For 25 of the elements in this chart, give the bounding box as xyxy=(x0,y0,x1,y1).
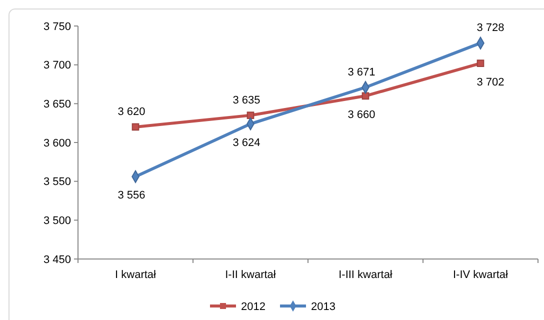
data-label: 3 660 xyxy=(348,108,376,121)
legend-label: 2013 xyxy=(311,300,336,313)
y-tick-label: 3 500 xyxy=(43,215,71,228)
point xyxy=(476,60,484,67)
y-tick-label: 3 600 xyxy=(43,137,71,150)
data-label: 3 620 xyxy=(118,106,146,118)
x-tick-label: I-III kwartał xyxy=(338,269,393,281)
y-tick-label: 3 550 xyxy=(43,176,71,188)
data-label: 3 728 xyxy=(476,22,504,34)
data-label: 3 624 xyxy=(232,136,260,149)
data-label: 3 635 xyxy=(232,94,260,106)
data-label: 3 556 xyxy=(118,190,146,202)
x-tick-label: I-II kwartał xyxy=(225,269,276,281)
y-tick-label: 3 650 xyxy=(43,98,71,111)
point xyxy=(246,112,254,119)
legend-label: 2012 xyxy=(241,300,266,313)
data-label: 3 702 xyxy=(476,76,504,88)
y-tick-label: 3 700 xyxy=(43,60,71,72)
y-tick-label: 3 450 xyxy=(43,254,71,266)
x-tick-label: I kwartał xyxy=(115,269,157,281)
point xyxy=(362,92,370,100)
y-tick-label: 3 750 xyxy=(43,20,71,33)
point xyxy=(132,123,140,131)
data-label: 3 671 xyxy=(348,66,376,78)
x-tick-label: I-IV kwartał xyxy=(452,269,509,281)
